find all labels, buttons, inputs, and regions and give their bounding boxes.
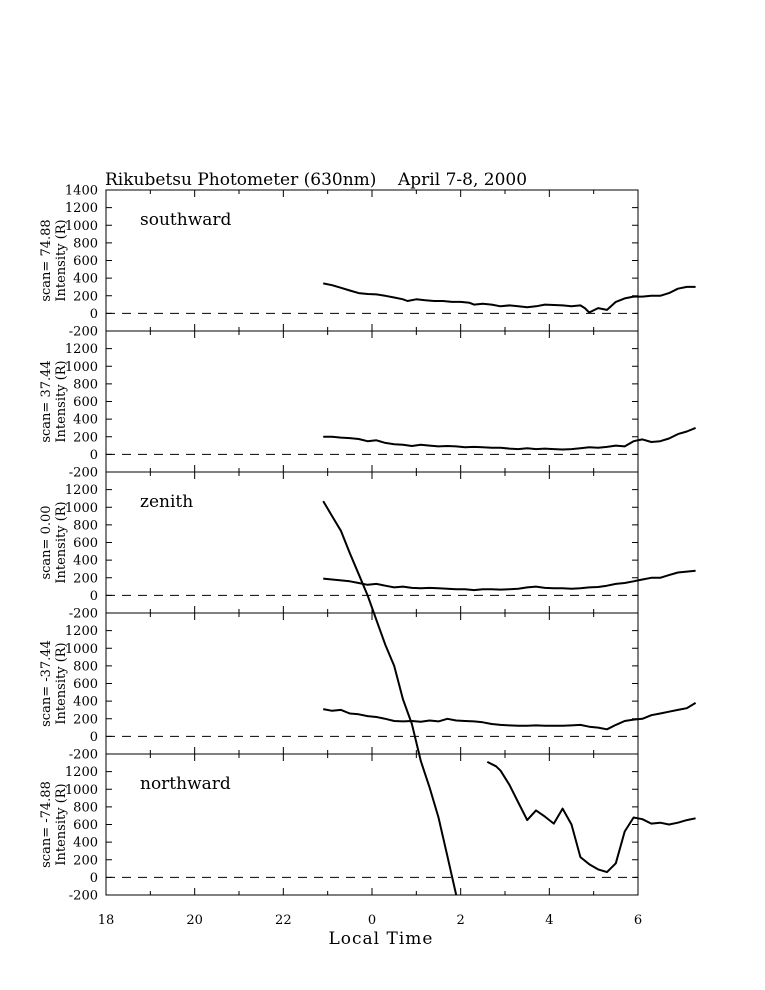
- scan-angle-label: scan= 74.88: [39, 219, 54, 301]
- scan-angle-label: scan= -74.88: [39, 781, 54, 868]
- y-tick-label: 0: [90, 730, 98, 745]
- y-tick-label: 1200: [65, 483, 98, 498]
- x-tick-label: 0: [368, 913, 376, 928]
- y-tick-label: 400: [73, 272, 98, 287]
- panel-0: -200 0 200 400 600 800 1000 1200 1400 scan= 74.88…: [39, 184, 696, 340]
- y-tick-label: 800: [73, 659, 98, 674]
- y-tick-label: 400: [73, 413, 98, 428]
- scan-angle-label: scan= -37.44: [39, 640, 54, 727]
- y-axis-label: Intensity (R): [54, 783, 69, 865]
- x-tick-label: 4: [545, 913, 553, 928]
- y-tick-label: 0: [90, 307, 98, 322]
- y-tick-label: 200: [73, 430, 98, 445]
- y-tick-label: -200: [69, 748, 98, 763]
- panel-name-label: southward: [140, 210, 232, 230]
- y-tick-label: 1200: [65, 624, 98, 639]
- panel-4: -200 0 200 400 600 800 1000 1200 scan= -74.88 Int…: [39, 753, 696, 904]
- scan-angle-label: scan= 37.44: [39, 360, 54, 442]
- y-tick-label: 0: [90, 448, 98, 463]
- y-tick-label: 1200: [65, 201, 98, 216]
- x-tick-label: 22: [275, 913, 292, 928]
- panel-2: -200 0 200 400 600 800 1000 1200 scan= 0.00 Inten…: [39, 471, 696, 622]
- y-tick-label: 0: [90, 589, 98, 604]
- y-tick-label: 600: [73, 818, 98, 833]
- y-tick-label: 1200: [65, 765, 98, 780]
- y-tick-label: -200: [69, 466, 98, 481]
- x-tick-label: 6: [634, 913, 642, 928]
- panel-name-label: zenith: [140, 492, 193, 512]
- y-tick-label: 400: [73, 554, 98, 569]
- y-tick-label: 1000: [65, 360, 98, 375]
- y-tick-label: 400: [73, 695, 98, 710]
- panel-3: -200 0 200 400 600 800 1000 1200 scan= -37.44 Int…: [39, 612, 697, 763]
- y-tick-label: 800: [73, 518, 98, 533]
- y-tick-label: 1000: [65, 783, 98, 798]
- y-axis-label: Intensity (R): [54, 219, 69, 301]
- y-tick-label: 800: [73, 236, 98, 251]
- y-tick-label: 600: [73, 395, 98, 410]
- panel-frame: [105, 612, 639, 755]
- x-axis-label: Local Time: [329, 929, 434, 949]
- y-tick-label: 600: [73, 254, 98, 269]
- y-tick-label: 1000: [65, 642, 98, 657]
- series-line: [486, 761, 696, 874]
- x-tick-label: 2: [457, 913, 465, 928]
- y-tick-label: 1000: [65, 219, 98, 234]
- y-tick-label: 800: [73, 377, 98, 392]
- y-tick-label: 0: [90, 871, 98, 886]
- y-tick-label: 1200: [65, 342, 98, 357]
- y-tick-label: 200: [73, 289, 98, 304]
- y-tick-label: -200: [69, 889, 98, 904]
- y-tick-label: 200: [73, 712, 98, 727]
- y-tick-label: 200: [73, 853, 98, 868]
- x-tick-label: 18: [98, 913, 115, 928]
- y-tick-label: 400: [73, 836, 98, 851]
- y-tick-label: 600: [73, 677, 98, 692]
- chart-title: Rikubetsu Photometer (630nm) April 7-8, …: [105, 170, 527, 190]
- panel-1: -200 0 200 400 600 800 1000 1200 scan= 37.44 Inte…: [39, 330, 696, 481]
- y-tick-label: -200: [69, 325, 98, 340]
- y-tick-label: 800: [73, 800, 98, 815]
- panel-name-label: northward: [140, 774, 231, 794]
- y-tick-label: 1400: [65, 184, 98, 199]
- scan-angle-label: scan= 0.00: [39, 505, 54, 579]
- y-axis-label: Intensity (R): [54, 360, 69, 442]
- panel-frame: [105, 330, 639, 473]
- overlay-series-line: [322, 500, 458, 895]
- series-line: [323, 569, 696, 592]
- series-line: [323, 282, 696, 314]
- y-tick-label: 1000: [65, 501, 98, 516]
- y-axis-label: Intensity (R): [54, 642, 69, 724]
- y-tick-label: 200: [73, 571, 98, 586]
- y-tick-label: 600: [73, 536, 98, 551]
- y-tick-label: -200: [69, 607, 98, 622]
- y-axis-label: Intensity (R): [54, 501, 69, 583]
- series-line: [323, 702, 697, 731]
- x-tick-label: 20: [186, 913, 203, 928]
- series-line: [323, 426, 696, 451]
